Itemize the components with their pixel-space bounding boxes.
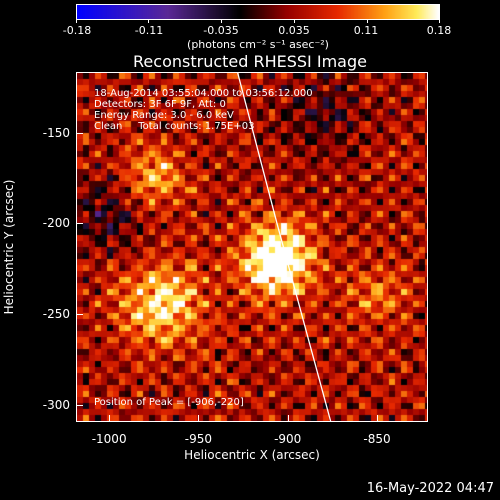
y-axis-label: Heliocentric Y (arcsec) <box>2 179 16 315</box>
colorbar-tickmark <box>148 19 149 23</box>
x-tick-label: -1000 <box>91 432 127 446</box>
annotation-energy: Energy Range: 3.0 - 6.0 keV <box>94 110 234 121</box>
annotation-time-range: 18-Aug-2014 03:55:04.000 to 03:56:12.000 <box>94 88 313 99</box>
heatmap-image <box>77 73 427 421</box>
colorbar-units: (photons cm⁻² s⁻¹ asec⁻²) <box>187 38 329 51</box>
y-tick-mark <box>77 223 83 225</box>
x-tick-label: -900 <box>274 432 302 446</box>
y-tick-mark <box>77 404 83 406</box>
x-tick-mark <box>198 415 200 421</box>
y-tick-label: -200 <box>42 216 70 231</box>
colorbar-tick-label: 0.11 <box>353 24 379 37</box>
colorbar-gradient <box>77 5 439 19</box>
y-tick-label: -300 <box>42 397 70 412</box>
colorbar-tickmark <box>221 19 222 23</box>
colorbar-tickmark <box>439 19 440 23</box>
colorbar-tick-label: 0.18 <box>426 24 452 37</box>
footer-timestamp: 16-May-2022 04:47 <box>366 481 494 496</box>
colorbar-tick-label: 0.035 <box>278 24 310 37</box>
x-tick-mark <box>377 415 378 421</box>
annotation-detectors: Detectors: 3F 6F 9F, Att: 0 <box>94 99 226 110</box>
colorbar-tickmark <box>294 19 295 23</box>
y-tick-mark <box>77 314 83 316</box>
x-tick-mark <box>109 415 111 421</box>
y-tick-label: -250 <box>42 307 70 322</box>
annotation-peak: Position of Peak = [-906,-220] <box>94 397 244 408</box>
x-tick-label: -950 <box>184 432 213 446</box>
annotation-counts: Clean Total counts: 1.75E+03 <box>94 121 255 132</box>
plot-area <box>76 72 428 422</box>
x-axis-label: Heliocentric X (arcsec) <box>184 448 320 462</box>
x-tick-label: -850 <box>363 432 391 446</box>
colorbar-tickmark <box>367 19 368 23</box>
solar-limb-line <box>237 73 332 421</box>
colorbar-tick-label: -0.11 <box>134 24 164 37</box>
colorbar-tick-label: -0.18 <box>62 24 92 37</box>
y-tick-label: -150 <box>42 125 70 140</box>
chart-title: Reconstructed RHESSI Image <box>133 52 367 71</box>
colorbar-tick-label: -0.035 <box>203 24 239 37</box>
colorbar-tickmark <box>76 19 77 23</box>
y-tick-mark <box>77 132 83 134</box>
colorbar <box>76 4 440 20</box>
plot-overlay <box>237 73 332 421</box>
x-tick-mark <box>287 415 289 421</box>
